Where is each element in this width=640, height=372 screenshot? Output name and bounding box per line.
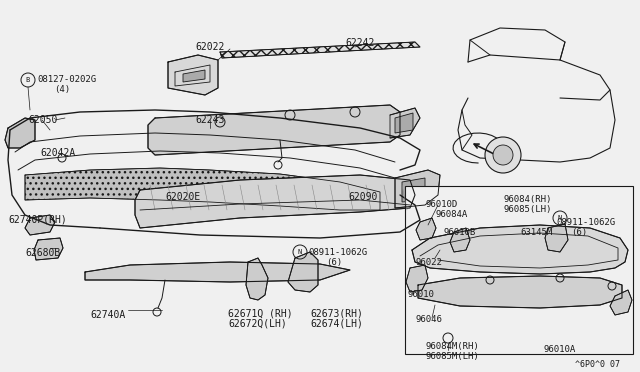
Text: 96085(LH): 96085(LH) — [503, 205, 552, 214]
Polygon shape — [545, 224, 568, 252]
Polygon shape — [135, 175, 415, 228]
Circle shape — [485, 137, 521, 173]
Text: B: B — [26, 77, 30, 83]
Text: 62740P(RH): 62740P(RH) — [8, 215, 67, 225]
Text: 96010D: 96010D — [425, 200, 457, 209]
Polygon shape — [168, 55, 218, 95]
Polygon shape — [395, 170, 440, 208]
Polygon shape — [418, 276, 622, 308]
Text: 62673(RH): 62673(RH) — [310, 308, 363, 318]
Polygon shape — [5, 118, 35, 148]
Text: 08911-1062G: 08911-1062G — [556, 218, 615, 227]
Text: 62042A: 62042A — [40, 148, 76, 158]
Text: 62671Q (RH): 62671Q (RH) — [228, 308, 292, 318]
Text: 96084M(RH): 96084M(RH) — [426, 342, 480, 351]
Text: 62740A: 62740A — [90, 310, 125, 320]
Text: 62243: 62243 — [195, 115, 225, 125]
Polygon shape — [402, 178, 425, 202]
Polygon shape — [610, 290, 632, 315]
Polygon shape — [34, 238, 63, 260]
Text: 62242: 62242 — [345, 38, 374, 48]
Text: 62672Q(LH): 62672Q(LH) — [228, 318, 287, 328]
Text: N: N — [558, 215, 562, 221]
Text: 96084A: 96084A — [436, 210, 468, 219]
Text: (4): (4) — [54, 85, 70, 94]
Polygon shape — [246, 258, 268, 300]
Text: 08127-0202G: 08127-0202G — [37, 75, 96, 84]
Polygon shape — [406, 265, 428, 292]
Polygon shape — [390, 108, 420, 138]
Text: (6): (6) — [571, 228, 587, 237]
Polygon shape — [85, 262, 350, 282]
Polygon shape — [25, 215, 55, 235]
Bar — [405, 186, 633, 354]
Text: 62022: 62022 — [195, 42, 225, 52]
Text: 96010: 96010 — [408, 290, 435, 299]
Polygon shape — [220, 42, 420, 58]
Text: 96046: 96046 — [415, 315, 442, 324]
Text: 62090: 62090 — [348, 192, 378, 202]
Polygon shape — [183, 70, 205, 82]
Text: ^6P0^0 07: ^6P0^0 07 — [575, 360, 620, 369]
Polygon shape — [395, 113, 413, 133]
Polygon shape — [450, 228, 470, 252]
Polygon shape — [412, 225, 628, 274]
Text: 63145M: 63145M — [520, 228, 552, 237]
Text: (6): (6) — [326, 258, 342, 267]
Text: 96084(RH): 96084(RH) — [503, 195, 552, 204]
Text: 08911-1062G: 08911-1062G — [308, 248, 367, 257]
Text: 62674(LH): 62674(LH) — [310, 318, 363, 328]
Text: 62050: 62050 — [28, 115, 58, 125]
Text: 96085M(LH): 96085M(LH) — [426, 352, 480, 361]
Text: 96010B: 96010B — [444, 228, 476, 237]
Text: N: N — [298, 249, 302, 255]
Polygon shape — [25, 168, 380, 210]
Circle shape — [493, 145, 513, 165]
Polygon shape — [288, 252, 318, 292]
Polygon shape — [148, 105, 400, 155]
Text: 62020E: 62020E — [165, 192, 200, 202]
Text: 62680B: 62680B — [25, 248, 60, 258]
Polygon shape — [416, 218, 436, 240]
Text: 96010A: 96010A — [543, 345, 575, 354]
Text: 96022: 96022 — [415, 258, 442, 267]
